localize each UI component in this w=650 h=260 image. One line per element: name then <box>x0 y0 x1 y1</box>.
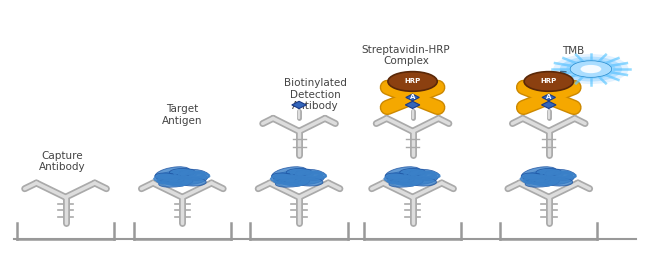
Ellipse shape <box>274 171 324 185</box>
Ellipse shape <box>296 169 326 180</box>
Ellipse shape <box>294 177 323 186</box>
Circle shape <box>524 72 573 91</box>
Ellipse shape <box>385 167 420 180</box>
Ellipse shape <box>286 168 312 176</box>
Ellipse shape <box>389 178 423 187</box>
Circle shape <box>566 59 616 79</box>
Text: Streptavidin-HRP
Complex: Streptavidin-HRP Complex <box>362 45 450 66</box>
Ellipse shape <box>410 169 439 180</box>
Ellipse shape <box>536 168 562 176</box>
Text: Biotinylated
Detection
Antibody: Biotinylated Detection Antibody <box>284 78 346 112</box>
Ellipse shape <box>155 167 190 180</box>
Ellipse shape <box>521 173 551 183</box>
Polygon shape <box>542 94 556 101</box>
Ellipse shape <box>157 171 207 185</box>
Ellipse shape <box>179 169 209 180</box>
Circle shape <box>388 72 437 91</box>
Ellipse shape <box>178 177 206 186</box>
Circle shape <box>560 57 622 81</box>
Ellipse shape <box>385 173 414 183</box>
Circle shape <box>570 61 612 77</box>
Ellipse shape <box>408 177 436 186</box>
Polygon shape <box>541 101 556 108</box>
Polygon shape <box>292 101 306 108</box>
Text: TMB: TMB <box>562 46 584 56</box>
Polygon shape <box>406 94 419 101</box>
Ellipse shape <box>159 178 193 187</box>
Ellipse shape <box>545 169 575 180</box>
Ellipse shape <box>276 178 310 187</box>
Ellipse shape <box>272 167 307 180</box>
Ellipse shape <box>170 168 195 176</box>
Ellipse shape <box>525 178 560 187</box>
Ellipse shape <box>387 171 437 185</box>
Ellipse shape <box>272 173 301 183</box>
Text: HRP: HRP <box>404 79 421 84</box>
Ellipse shape <box>155 173 184 183</box>
Circle shape <box>580 65 601 73</box>
Text: Capture
Antibody: Capture Antibody <box>39 151 86 172</box>
Circle shape <box>553 54 629 84</box>
Ellipse shape <box>544 177 573 186</box>
Text: HRP: HRP <box>541 79 557 84</box>
Text: A: A <box>410 94 415 100</box>
Text: Target
Antigen: Target Antigen <box>162 104 203 126</box>
Ellipse shape <box>400 168 425 176</box>
Ellipse shape <box>522 167 556 180</box>
Polygon shape <box>406 101 420 108</box>
Ellipse shape <box>524 171 574 185</box>
Text: A: A <box>546 94 551 100</box>
